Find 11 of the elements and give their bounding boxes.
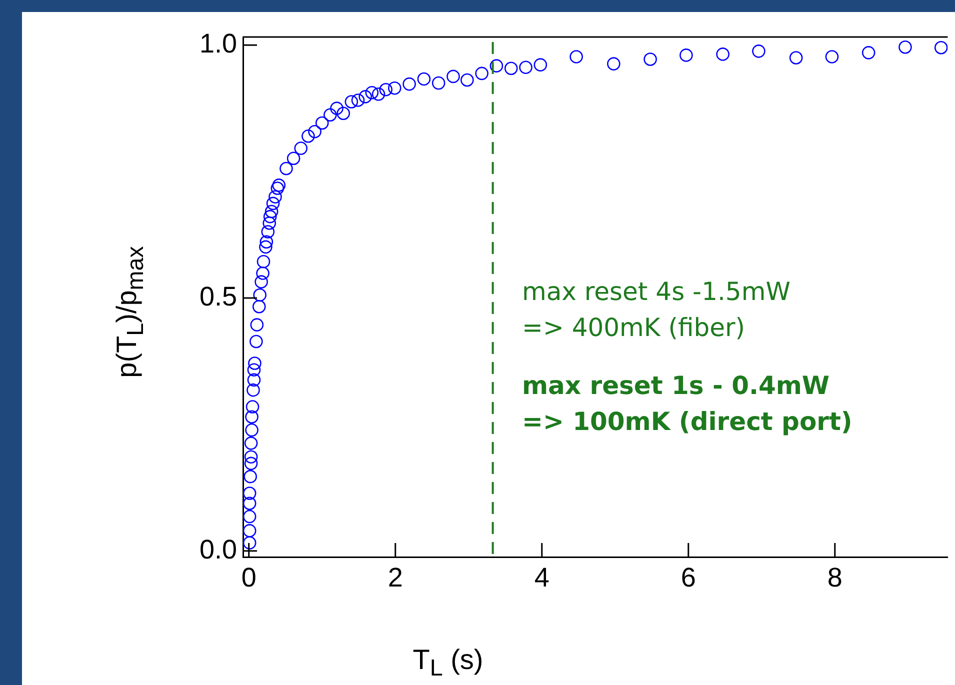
x-tick-label: 6 (680, 562, 696, 593)
y-tick-label: 1.0 (199, 28, 237, 59)
x-tick-label: 2 (388, 562, 403, 593)
annotation: max reset 4s -1.5mW => 400mK (fiber) (522, 276, 792, 344)
y-tick-label: 0.5 (199, 281, 237, 312)
y-tick-label: 0.0 (199, 534, 237, 564)
x-tick-label: 8 (827, 562, 842, 593)
annotation: max reset 1s - 0.4mW => 100mK (direct port) (522, 370, 852, 438)
x-tick-label: 0 (241, 562, 256, 593)
x-tick-label: 4 (534, 562, 550, 593)
x-axis-title: T$_{L}$ (s) (412, 644, 484, 682)
